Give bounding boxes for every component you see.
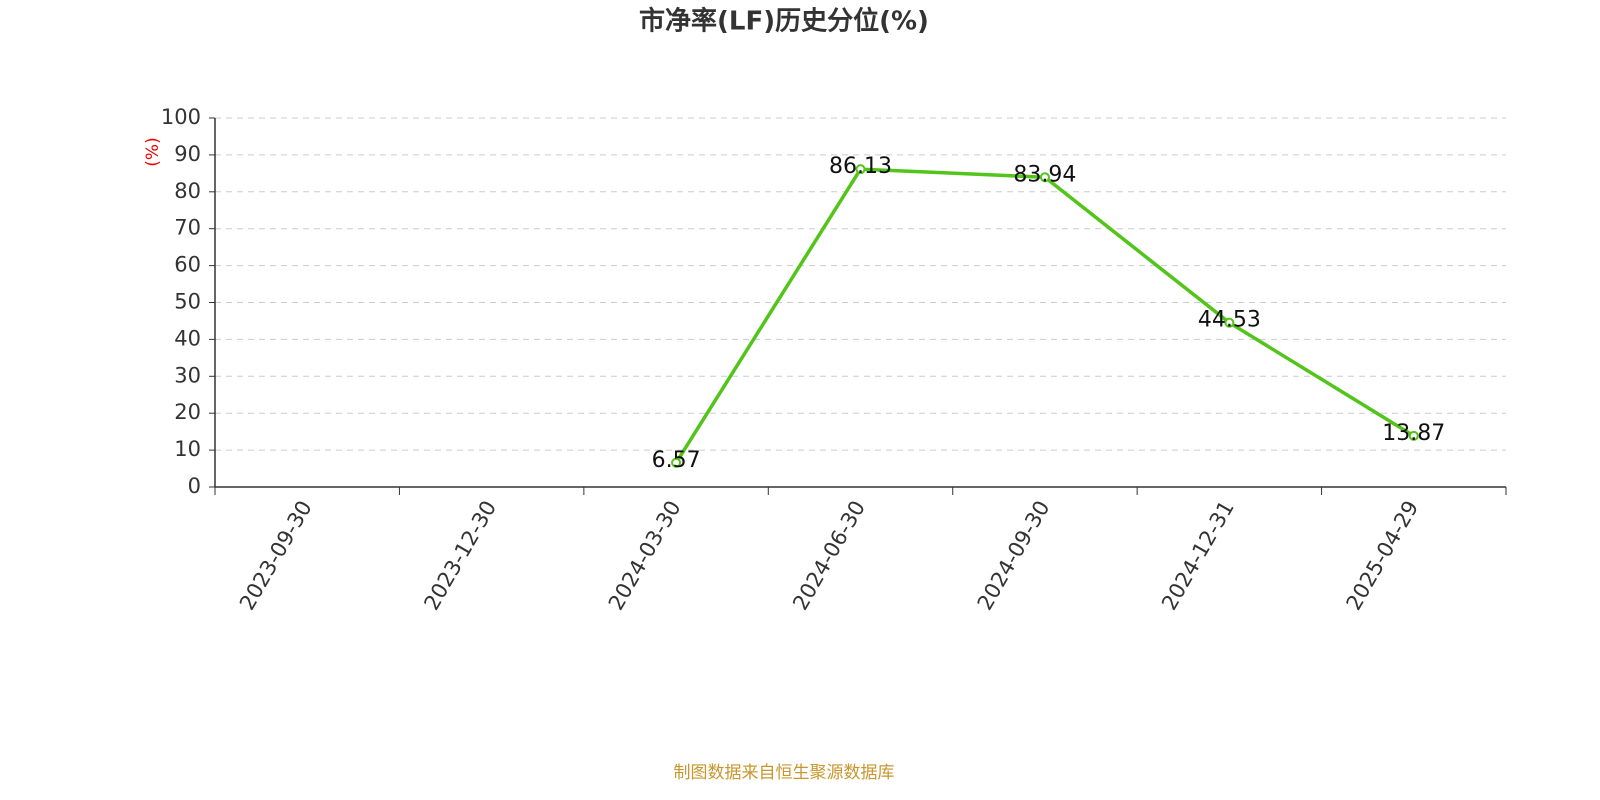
y-tick-label: 50 bbox=[174, 290, 201, 314]
series-line bbox=[674, 167, 1415, 464]
data-label: 44.53 bbox=[1198, 308, 1261, 333]
chart-title: 市净率(LF)历史分位(%) bbox=[639, 6, 929, 37]
y-tick-label: 40 bbox=[174, 326, 201, 350]
data-label: 86.13 bbox=[829, 154, 892, 179]
x-tick-label: 2025-04-29 bbox=[1342, 497, 1424, 615]
data-label: 83.94 bbox=[1013, 162, 1076, 187]
y-tick-label: 70 bbox=[174, 216, 201, 240]
data-label: 6.57 bbox=[652, 448, 701, 473]
y-tick-label: 20 bbox=[174, 400, 201, 424]
source-note: 制图数据来自恒生聚源数据库 bbox=[674, 763, 895, 783]
y-tick-label: 90 bbox=[174, 142, 201, 166]
x-tick-label: 2023-12-30 bbox=[419, 496, 501, 614]
y-tick-label: 80 bbox=[174, 179, 201, 203]
data-label: 13.87 bbox=[1382, 421, 1445, 446]
x-tick-label: 2024-12-31 bbox=[1157, 497, 1239, 615]
y-tick-label: 60 bbox=[174, 253, 201, 277]
y-tick-label: 100 bbox=[161, 105, 201, 129]
y-tick-label: 10 bbox=[174, 437, 201, 461]
x-tick-label: 2024-06-30 bbox=[788, 497, 870, 615]
x-tick-label: 2024-03-30 bbox=[604, 497, 686, 615]
x-tick-label: 2023-09-30 bbox=[235, 497, 317, 615]
data-point bbox=[1224, 317, 1235, 328]
data-point bbox=[1408, 430, 1419, 441]
data-point bbox=[855, 164, 866, 175]
y-tick-label: 0 bbox=[188, 474, 201, 498]
y-tick-label: 30 bbox=[174, 363, 201, 387]
x-tick-label: 2024-09-30 bbox=[973, 497, 1055, 615]
data-point bbox=[671, 457, 682, 468]
y-axis-label: (%) bbox=[143, 137, 163, 166]
data-point bbox=[1039, 172, 1050, 183]
